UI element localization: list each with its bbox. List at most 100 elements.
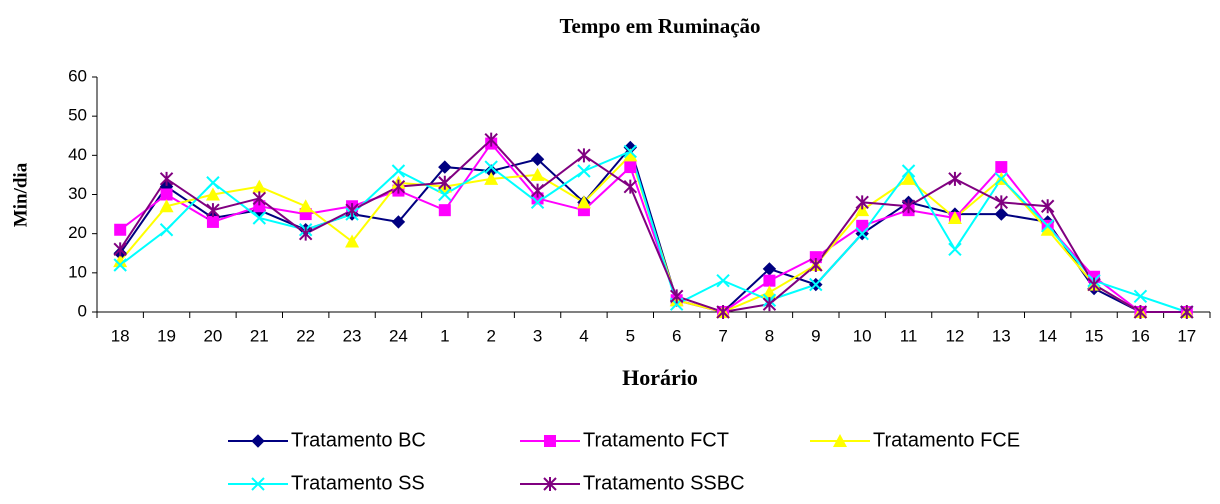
x-tick-label: 16: [1131, 326, 1150, 345]
chart-title: Tempo em Ruminação: [559, 14, 760, 38]
series-marker: [484, 132, 498, 147]
y-tick-label: 20: [68, 223, 87, 242]
series-marker: [623, 144, 638, 159]
series-marker: [345, 203, 359, 218]
legend-marker: [251, 477, 265, 491]
x-tick-label: 22: [296, 326, 315, 345]
series-marker: [438, 187, 452, 202]
series-marker: [113, 254, 128, 268]
y-axis-title: Min/dia: [10, 162, 31, 227]
series-marker: [624, 161, 637, 174]
series-marker: [577, 164, 591, 178]
series-marker: [901, 199, 916, 214]
series-marker: [530, 167, 545, 181]
series-marker: [530, 183, 545, 198]
x-tick-label: 18: [111, 326, 130, 345]
series-marker: [623, 179, 638, 194]
series-marker: [855, 203, 870, 217]
series-marker: [345, 234, 360, 248]
series-marker: [994, 172, 1009, 186]
series-marker: [577, 148, 591, 163]
series-marker: [1087, 277, 1101, 292]
series-line: [119, 138, 1187, 314]
series-line: [119, 145, 1187, 314]
legend-marker: [543, 477, 557, 491]
series-marker: [1088, 270, 1101, 283]
series-marker: [438, 175, 452, 190]
x-tick-label: 7: [718, 326, 727, 345]
x-tick-label: 14: [1038, 326, 1057, 345]
series-marker: [716, 305, 730, 319]
series-marker: [995, 161, 1008, 174]
series-marker: [901, 164, 916, 178]
series-marker: [1040, 199, 1055, 214]
x-tick-label: 15: [1085, 326, 1104, 345]
x-tick-label: 24: [389, 326, 408, 345]
series-marker: [716, 273, 730, 288]
series-marker: [576, 195, 591, 209]
series-marker: [762, 297, 777, 312]
series-marker: [484, 160, 498, 174]
y-tick-label: 50: [68, 106, 87, 125]
series-marker: [948, 171, 962, 186]
legend-marker: [544, 435, 556, 447]
series-marker: [763, 274, 776, 287]
legend-marker: [833, 434, 847, 447]
x-tick-label: 12: [945, 326, 964, 345]
series-marker: [1133, 289, 1148, 304]
x-tick-label: 2: [486, 326, 495, 345]
series-marker: [205, 187, 220, 201]
series-line: [119, 141, 1187, 314]
series-marker: [252, 179, 267, 193]
series-marker: [531, 192, 544, 205]
x-tick-label: 19: [157, 326, 176, 345]
series-marker: [438, 160, 452, 174]
series-marker: [206, 203, 220, 218]
series-marker: [206, 176, 220, 190]
series-marker: [623, 148, 638, 162]
series-marker: [113, 242, 127, 257]
x-tick-label: 17: [1177, 326, 1196, 345]
y-tick-label: 40: [68, 145, 87, 164]
x-tick-label: 8: [765, 326, 774, 345]
series-marker: [252, 191, 267, 206]
series-marker: [391, 179, 406, 194]
y-tick-label: 30: [68, 184, 87, 203]
series-marker: [948, 242, 962, 257]
series-marker: [994, 195, 1009, 210]
series-marker: [669, 289, 684, 304]
series-marker: [159, 199, 174, 213]
series-marker: [159, 171, 174, 186]
series-marker: [391, 164, 406, 178]
series-marker: [994, 207, 1009, 221]
series-marker: [530, 195, 545, 210]
series-marker: [206, 215, 219, 228]
series-marker: [809, 277, 823, 292]
x-tick-label: 1: [440, 326, 449, 345]
legend-label: Tratamento SSBC: [583, 472, 745, 494]
series-marker: [298, 226, 313, 241]
x-tick-label: 9: [811, 326, 820, 345]
series-marker: [530, 152, 545, 166]
x-tick-label: 13: [992, 326, 1011, 345]
x-tick-label: 10: [853, 326, 872, 345]
legend-marker: [251, 434, 265, 448]
series-marker: [856, 219, 869, 232]
series-marker: [114, 223, 127, 236]
series-marker: [809, 258, 823, 272]
series-marker: [113, 258, 127, 272]
series-marker: [160, 188, 173, 201]
y-tick-label: 10: [68, 262, 87, 281]
series-marker: [298, 199, 313, 213]
series-marker: [809, 251, 822, 264]
series-marker: [484, 171, 499, 185]
legend-label: Tratamento SS: [291, 472, 425, 494]
y-tick-label: 60: [68, 66, 87, 85]
x-axis-title: Horário: [622, 365, 698, 390]
series-marker: [1133, 305, 1148, 319]
series-marker: [901, 171, 916, 185]
x-tick-label: 20: [203, 326, 222, 345]
series-marker: [159, 223, 174, 237]
series-marker: [947, 211, 962, 224]
